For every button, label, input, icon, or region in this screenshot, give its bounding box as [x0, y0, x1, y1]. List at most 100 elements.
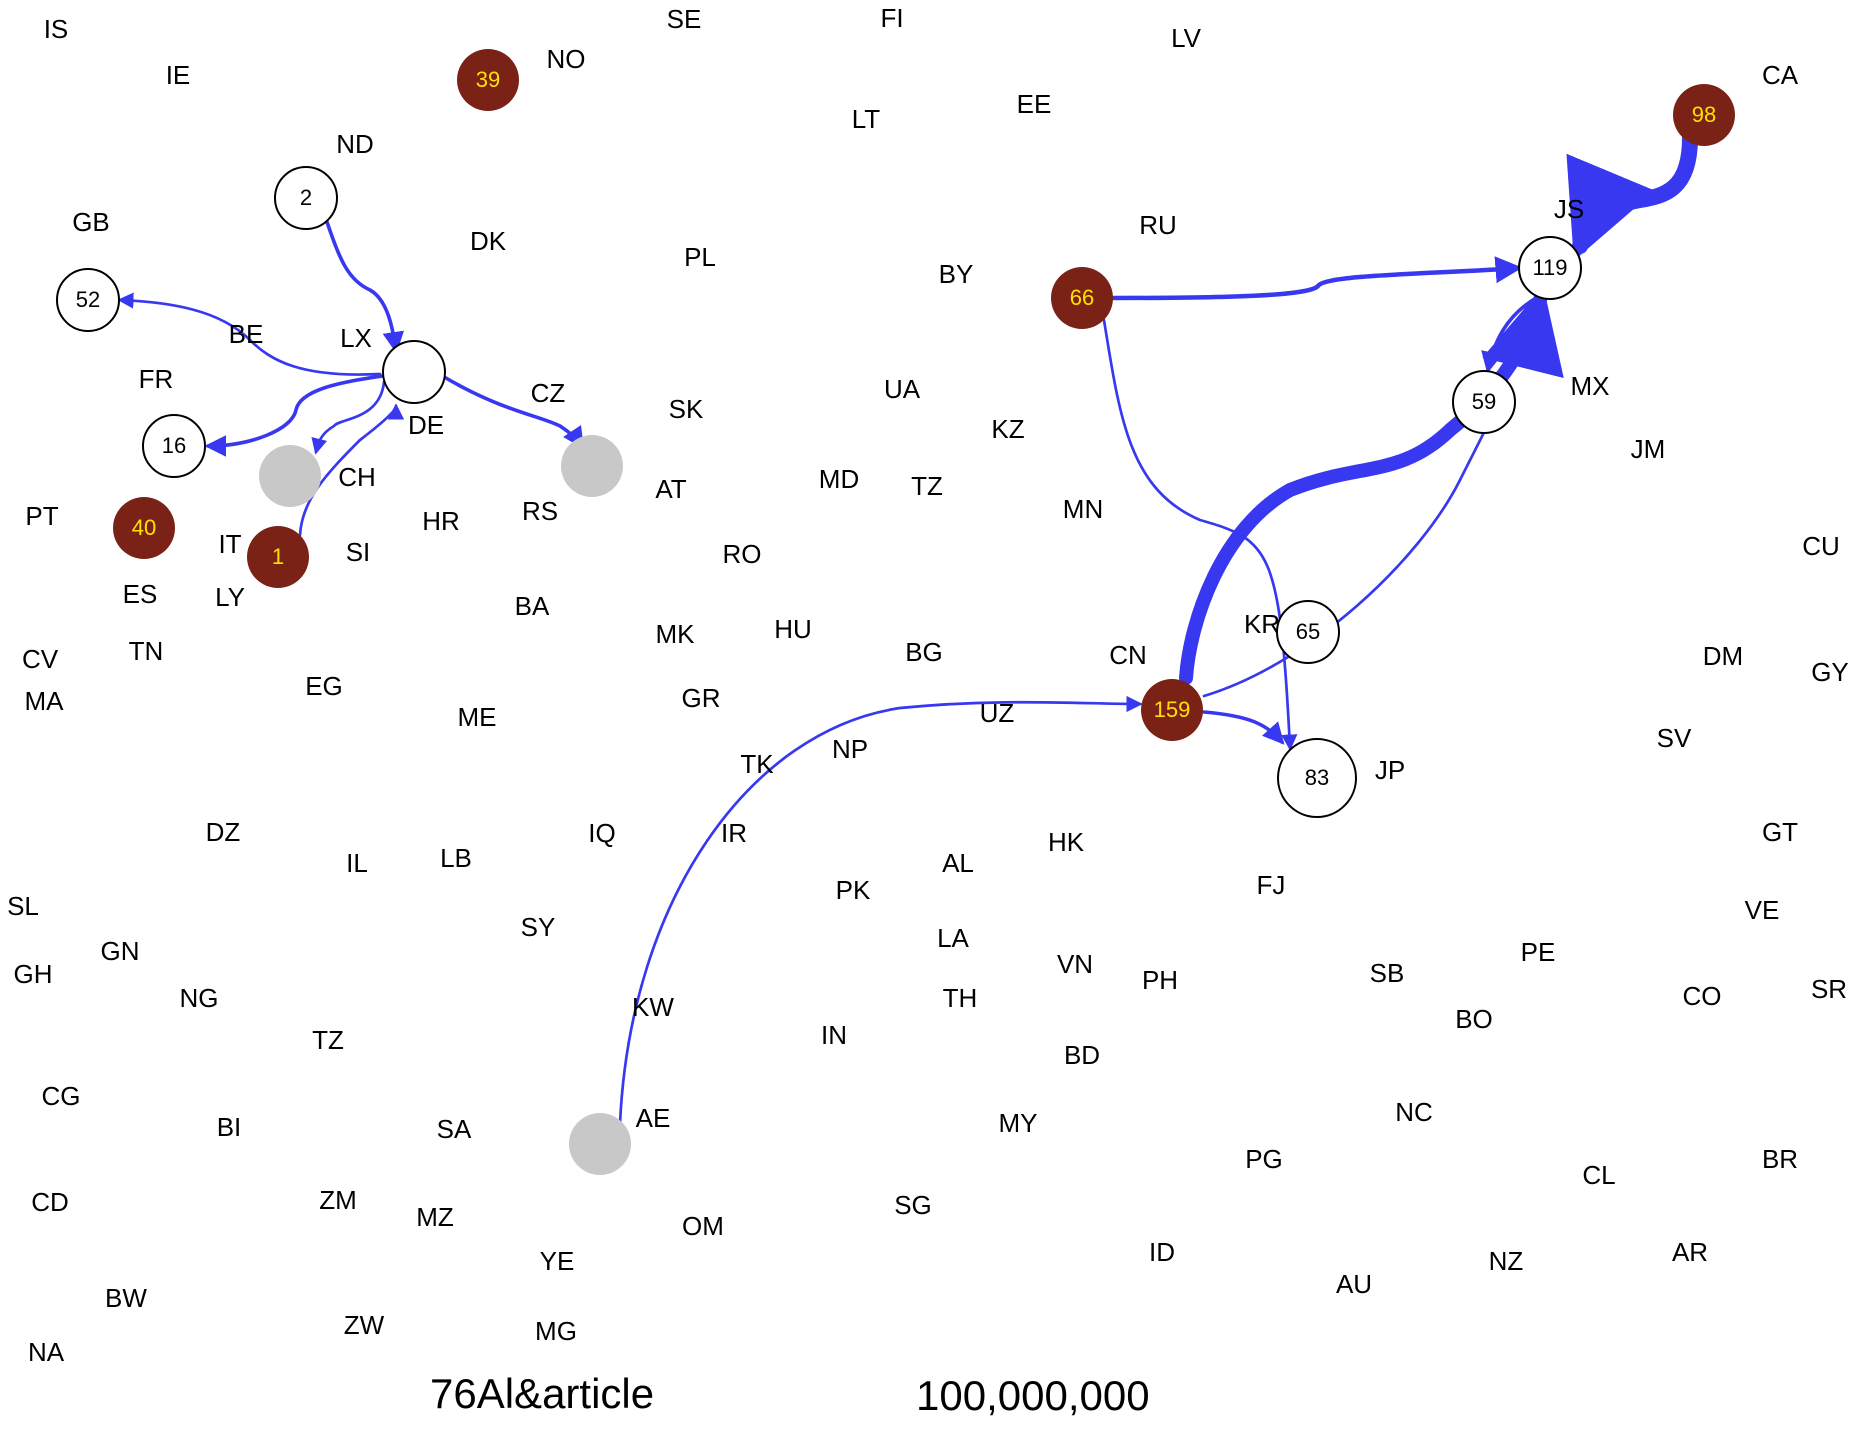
- country-label-za: ZA: [113, 1431, 147, 1434]
- node-ch[interactable]: [259, 445, 321, 507]
- country-label-de: DE: [408, 410, 444, 440]
- node-2[interactable]: 2: [274, 166, 338, 230]
- country-label-gt: GT: [1762, 817, 1798, 847]
- node-label: 65: [1296, 619, 1320, 644]
- node-label: 83: [1305, 765, 1329, 790]
- country-label-la: LA: [937, 923, 969, 953]
- nodes-layer: 39 98 2 119 52 66 59 16 40 1 65 159 83: [56, 49, 1735, 1175]
- country-label-gr: GR: [682, 683, 721, 713]
- country-label-ar: AR: [1672, 1237, 1708, 1267]
- node-de[interactable]: [382, 340, 446, 404]
- node-label: 66: [1070, 285, 1094, 310]
- node-66[interactable]: 66: [1051, 267, 1113, 329]
- country-label-md: MD: [819, 464, 859, 494]
- node-label: 98: [1692, 102, 1716, 127]
- country-label-ir: IR: [721, 818, 747, 848]
- country-label-jp: JP: [1375, 755, 1405, 785]
- country-label-sk: SK: [669, 394, 704, 424]
- country-label-pe: PE: [1521, 937, 1556, 967]
- node-circle: [1673, 84, 1735, 146]
- node-119[interactable]: 119: [1518, 236, 1582, 300]
- country-label-na: NA: [28, 1337, 65, 1367]
- node-circle: [113, 497, 175, 559]
- country-label-gn: GN: [101, 936, 140, 966]
- country-label-hu: HU: [774, 614, 812, 644]
- country-label-my: MY: [999, 1108, 1038, 1138]
- country-label-cn: CN: [1109, 640, 1147, 670]
- country-label-tk: TK: [740, 749, 774, 779]
- footer-left-text: 76Al&article: [430, 1370, 654, 1417]
- country-label-iq: IQ: [588, 818, 615, 848]
- node-rs[interactable]: [561, 435, 623, 497]
- country-label-kz: KZ: [991, 414, 1024, 444]
- country-label-hk: HK: [1048, 827, 1085, 857]
- footer-right-text: 100,000,000: [916, 1372, 1150, 1419]
- edge-nDE-nCH: [311, 380, 386, 455]
- node-circle: [1518, 236, 1582, 300]
- node-label: 1: [272, 544, 284, 569]
- edge-n98-n119: [1566, 130, 1698, 261]
- country-label-pg: PG: [1245, 1144, 1283, 1174]
- edge-n2-nDE: [325, 220, 405, 354]
- country-label-ru: RU: [1139, 210, 1177, 240]
- node-circle: [274, 166, 338, 230]
- country-label-zm: ZM: [319, 1185, 357, 1215]
- edge-nDE-n52: [117, 292, 382, 376]
- country-label-ly: LY: [215, 582, 245, 612]
- country-label-kr: KR: [1244, 609, 1280, 639]
- node-ae[interactable]: [569, 1113, 631, 1175]
- country-label-fj: FJ: [1257, 870, 1286, 900]
- country-label-il: IL: [346, 848, 368, 878]
- country-label-br: BR: [1762, 1144, 1798, 1174]
- country-label-ae: AE: [636, 1103, 671, 1133]
- country-label-sy: SY: [521, 912, 556, 942]
- country-label-eg: EG: [305, 671, 343, 701]
- country-label-cl: CL: [1582, 1160, 1615, 1190]
- country-label-cv: CV: [22, 644, 59, 674]
- node-circle: [259, 445, 321, 507]
- node-circle: [569, 1113, 631, 1175]
- node-39[interactable]: 39: [457, 49, 519, 111]
- country-labels: IS IE SE FI LV NO LT EE CA ND GB DK PL RU BY JS BE LX CZ FR…: [7, 3, 1849, 1434]
- node-circle: [142, 414, 206, 478]
- country-label-tz: TZ: [911, 471, 943, 501]
- country-label-co: CO: [1683, 981, 1722, 1011]
- node-1[interactable]: 1: [247, 526, 309, 588]
- node-40[interactable]: 40: [113, 497, 175, 559]
- country-label-uz: UZ: [980, 698, 1015, 728]
- edge-nDE-nRS: [444, 376, 584, 449]
- node-98[interactable]: 98: [1673, 84, 1735, 146]
- node-65[interactable]: 65: [1276, 600, 1340, 664]
- edge-n159-n83: [1202, 710, 1285, 745]
- country-label-si: SI: [346, 537, 371, 567]
- country-label-jm: JM: [1631, 434, 1666, 464]
- node-52[interactable]: 52: [56, 268, 120, 332]
- country-label-sb: SB: [1370, 958, 1405, 988]
- node-label: 52: [76, 287, 100, 312]
- node-16[interactable]: 16: [142, 414, 206, 478]
- node-159[interactable]: 159: [1141, 679, 1203, 741]
- edge-n66-n83: [1102, 318, 1298, 751]
- country-label-id: ID: [1149, 1237, 1175, 1267]
- country-label-ro: RO: [723, 539, 762, 569]
- country-label-be: BE: [229, 319, 264, 349]
- node-label: 40: [132, 515, 156, 540]
- country-label-nz: NZ: [1489, 1246, 1524, 1276]
- node-circle: [1452, 370, 1516, 434]
- country-label-mg: MG: [535, 1316, 577, 1346]
- node-circle: [457, 49, 519, 111]
- country-label-it: IT: [218, 529, 241, 559]
- node-59[interactable]: 59: [1452, 370, 1516, 434]
- node-83[interactable]: 83: [1277, 738, 1357, 818]
- country-label-th: TH: [943, 983, 978, 1013]
- country-label-ma: MA: [25, 686, 65, 716]
- country-label-lt: LT: [852, 104, 881, 134]
- country-label-bo: BO: [1455, 1004, 1493, 1034]
- country-label-ie: IE: [166, 60, 191, 90]
- country-label-ee: EE: [1017, 89, 1052, 119]
- country-label-dk: DK: [470, 226, 507, 256]
- country-label-is: IS: [44, 14, 69, 44]
- country-label-lx: LX: [340, 323, 372, 353]
- country-label-me: ME: [458, 702, 497, 732]
- country-label-kw: KW: [632, 992, 674, 1022]
